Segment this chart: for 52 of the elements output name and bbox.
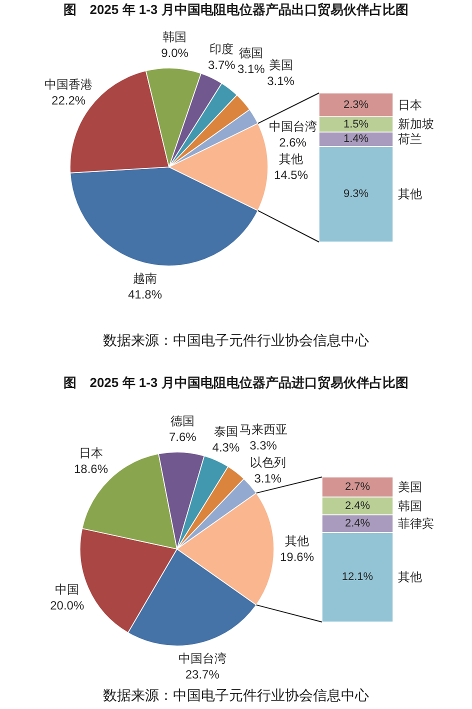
- series-label: 荷兰: [398, 132, 422, 146]
- series-label: 美国: [398, 480, 422, 494]
- slice-label: 越南: [133, 272, 158, 286]
- slice-label: 印度: [210, 42, 234, 56]
- slice-label: 中国台湾: [178, 651, 226, 666]
- slice-label: 德国: [239, 46, 264, 60]
- source-note: 数据来源：中国电子元件行业协会信息中心: [103, 332, 369, 348]
- data-label: 23.7%: [185, 667, 220, 682]
- data-label: 22.2%: [52, 94, 86, 108]
- series-label: 其他: [398, 187, 422, 202]
- slice-label: 以色列: [250, 456, 286, 470]
- slice-label: 中国: [55, 582, 80, 596]
- data-label: 12.1%: [342, 571, 374, 584]
- slice-label: 德国: [170, 414, 195, 428]
- data-label: 3.3%: [250, 438, 278, 452]
- slice-label: 马来西亚: [239, 422, 288, 436]
- data-label: 4.3%: [212, 440, 240, 454]
- data-label: 41.8%: [128, 288, 162, 302]
- data-label: 1.4%: [343, 133, 369, 146]
- series-label: 韩国: [398, 498, 422, 513]
- data-label: 18.6%: [74, 462, 108, 476]
- data-label: 1.5%: [343, 118, 369, 130]
- data-label: 7.6%: [168, 430, 197, 444]
- chart-title: 图 2025 年 1-3 月中国电阻电位器产品进口贸易伙伴占比图: [64, 374, 408, 390]
- data-label: 2.6%: [279, 135, 307, 150]
- data-label: 20.0%: [50, 598, 84, 612]
- data-label: 2.3%: [343, 98, 369, 111]
- data-label: 3.7%: [208, 58, 236, 72]
- data-label: 2.4%: [344, 518, 370, 530]
- slice-label: 其他: [285, 534, 309, 548]
- series-label: 其他: [398, 570, 422, 584]
- series-label: 新加坡: [398, 117, 434, 132]
- source-note: 数据来源：中国电子元件行业协会信息中心: [103, 687, 369, 703]
- series-label: 菲律宾: [398, 516, 434, 531]
- data-label: 9.0%: [161, 46, 189, 60]
- data-label: 2.7%: [344, 480, 370, 493]
- data-label: 2.4%: [344, 500, 370, 512]
- chart-title: 图 2025 年 1-3 月中国电阻电位器产品出口贸易伙伴占比图: [64, 2, 408, 16]
- slice-label: 其他: [279, 152, 303, 166]
- slice-label: 中国香港: [44, 78, 93, 92]
- series-label: 日本: [398, 98, 422, 112]
- data-label: 14.5%: [274, 168, 308, 182]
- data-label: 9.3%: [343, 188, 369, 200]
- slice-label: 美国: [268, 58, 293, 72]
- slice-label: 泰国: [214, 424, 238, 438]
- slice-label: 中国台湾: [268, 119, 317, 134]
- data-label: 3.1%: [267, 74, 295, 88]
- slice-label: 韩国: [162, 30, 187, 44]
- data-label: 19.6%: [280, 550, 314, 564]
- data-label: 3.1%: [254, 472, 282, 486]
- data-label: 3.1%: [237, 62, 266, 76]
- slice-label: 日本: [78, 446, 103, 460]
